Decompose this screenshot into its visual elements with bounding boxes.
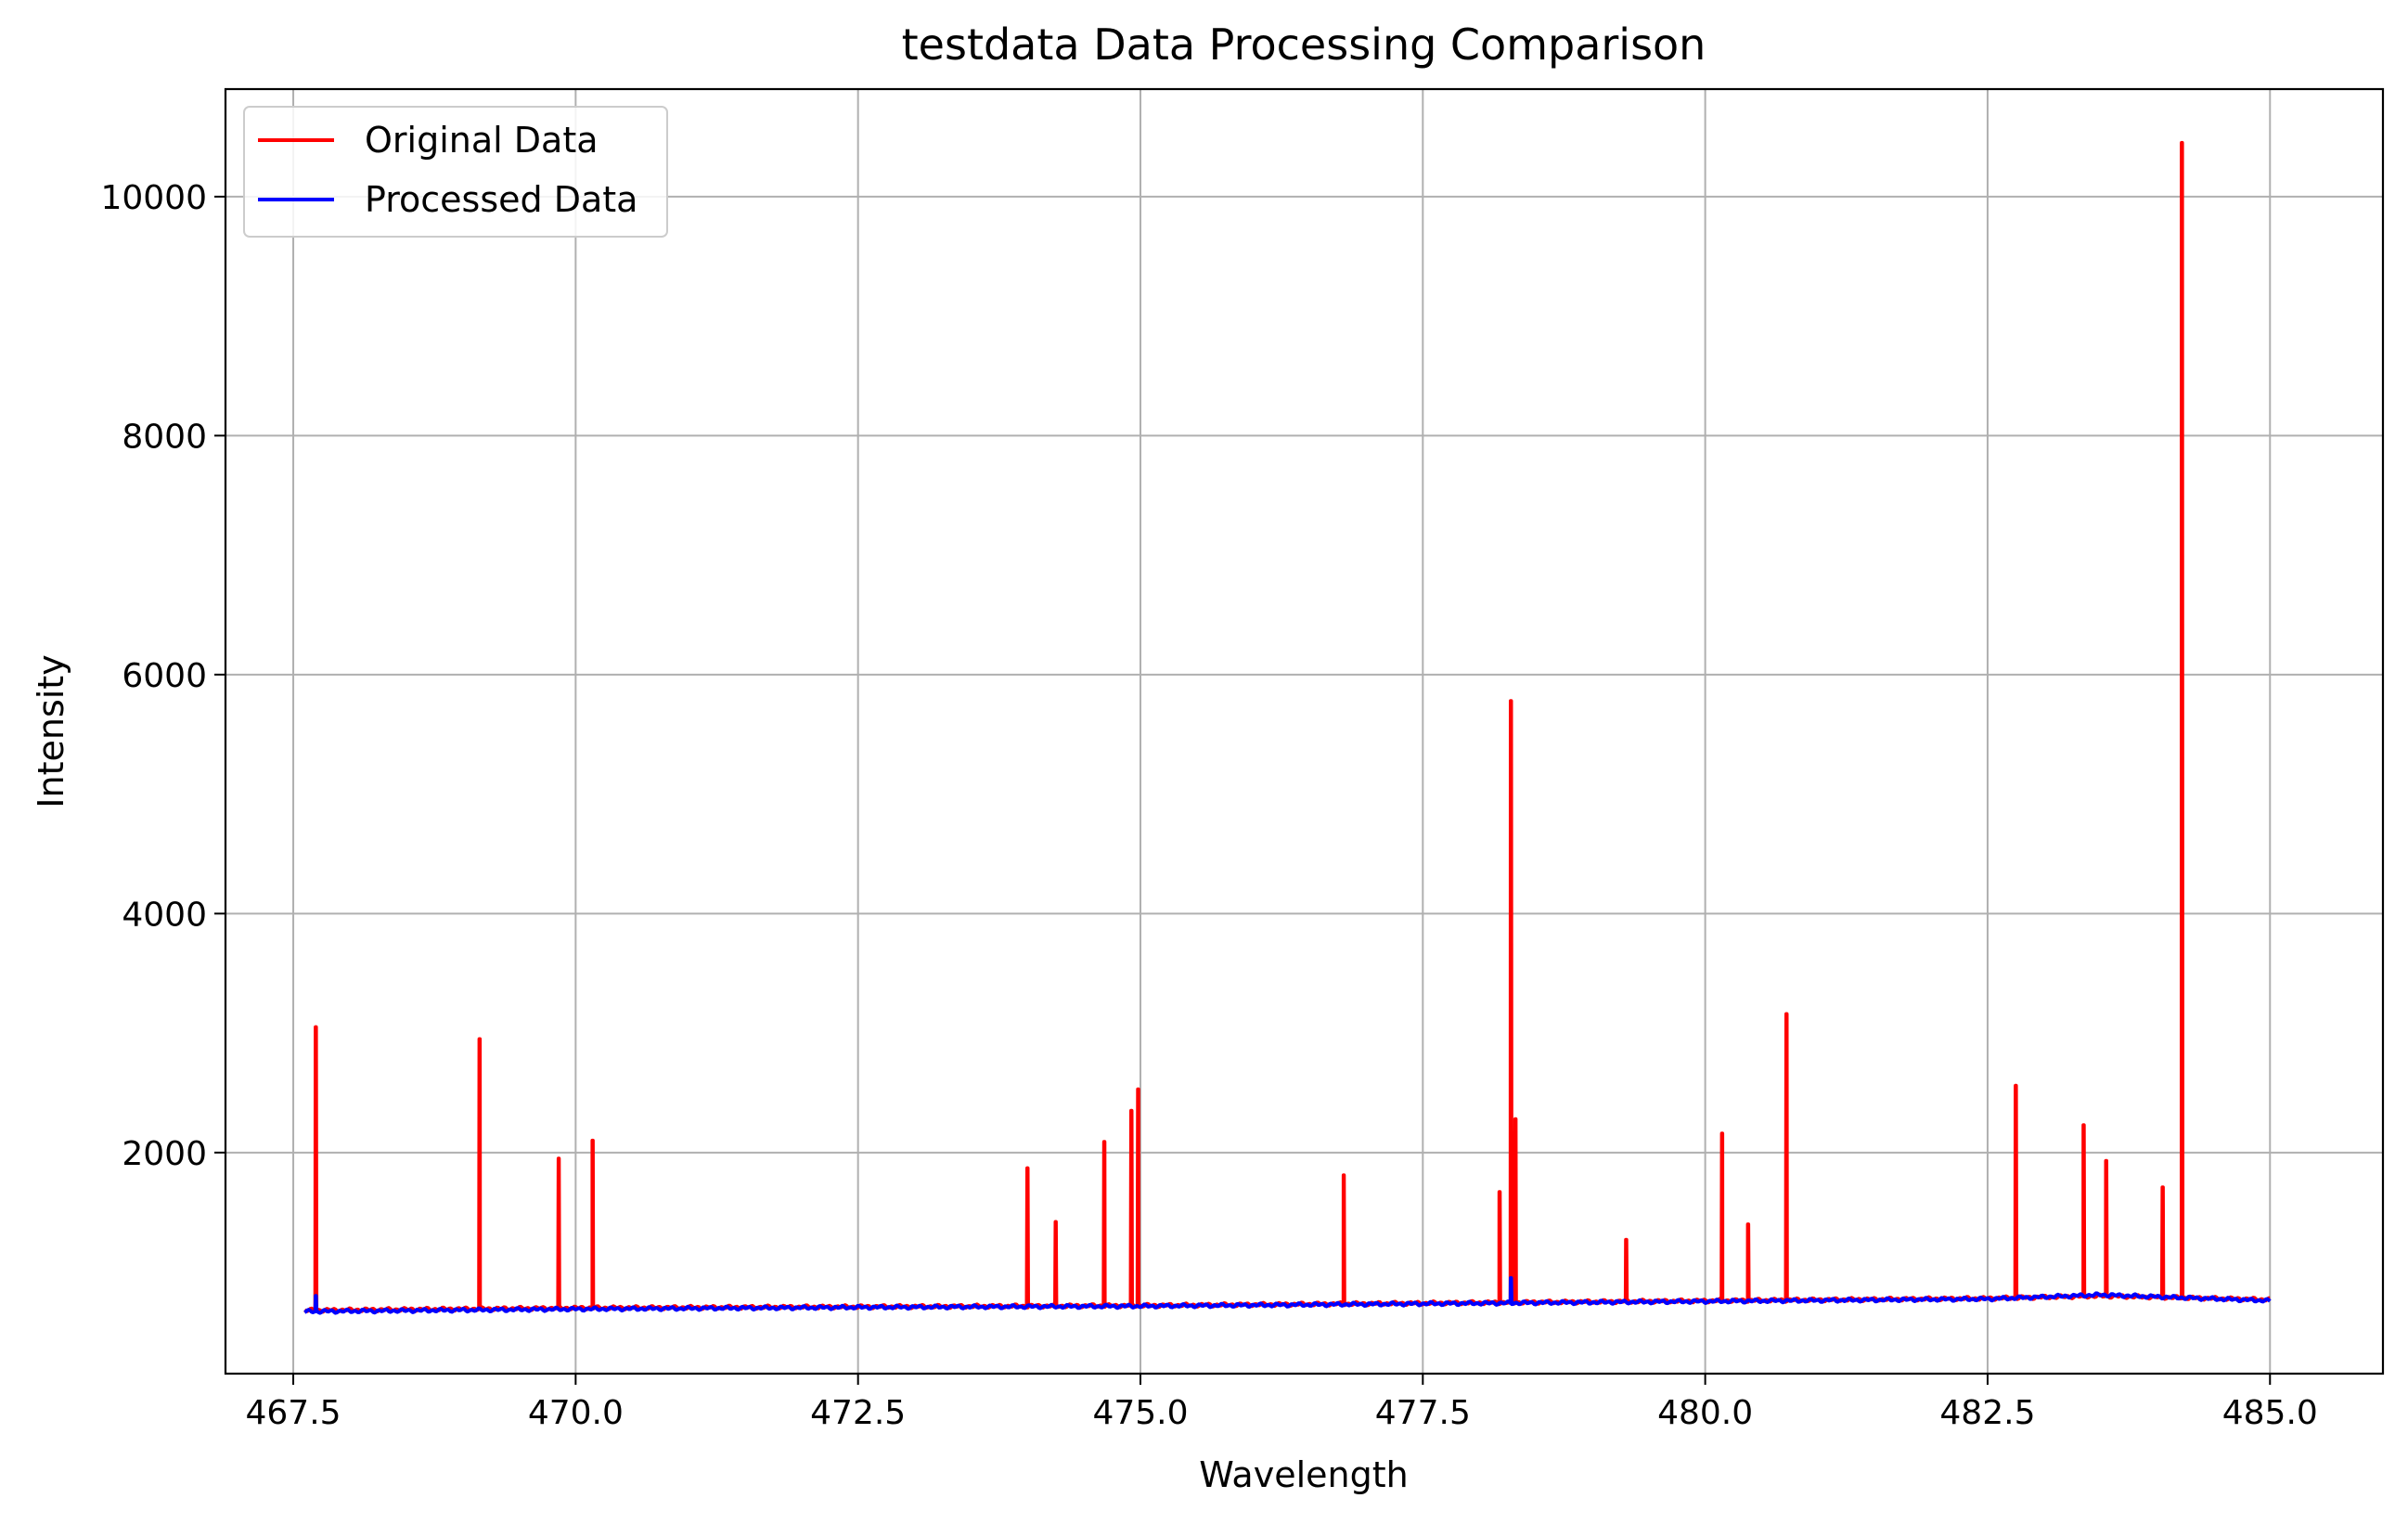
legend-box	[243, 106, 668, 238]
x-tick-label: 485.0	[2222, 1394, 2318, 1432]
legend-label-original: Original Data	[365, 120, 599, 161]
y-axis: 2000 4000 6000 8000 10000	[100, 179, 225, 1173]
chart-title: testdata Data Processing Comparison	[902, 19, 1706, 70]
grid	[225, 89, 2383, 1374]
x-axis: 467.5 470.0 472.5 475.0 477.5 480.0 482.5 485.0	[246, 1374, 2318, 1432]
legend: Original Data Processed Data	[243, 106, 668, 238]
plot-lines	[303, 140, 2272, 1315]
x-axis-label: Wavelength	[1199, 1454, 1408, 1495]
x-tick-label: 467.5	[246, 1394, 341, 1432]
series-line-original	[303, 140, 2271, 1314]
y-tick-label: 2000	[122, 1135, 207, 1173]
x-tick-label: 475.0	[1092, 1394, 1188, 1432]
plot-frame	[224, 87, 2385, 1375]
x-tick-label: 470.0	[528, 1394, 624, 1432]
legend-label-processed: Processed Data	[365, 179, 637, 220]
y-tick-label: 4000	[122, 896, 207, 934]
y-axis-label: Intensity	[31, 654, 71, 807]
y-tick-label: 10000	[100, 179, 207, 217]
series-line-processed	[303, 1276, 2272, 1315]
x-tick-label: 482.5	[1939, 1394, 2035, 1432]
x-tick-label: 480.0	[1657, 1394, 1753, 1432]
x-tick-label: 477.5	[1375, 1394, 1471, 1432]
x-tick-label: 472.5	[810, 1394, 906, 1432]
y-tick-label: 6000	[122, 657, 207, 695]
y-tick-label: 8000	[122, 418, 207, 456]
